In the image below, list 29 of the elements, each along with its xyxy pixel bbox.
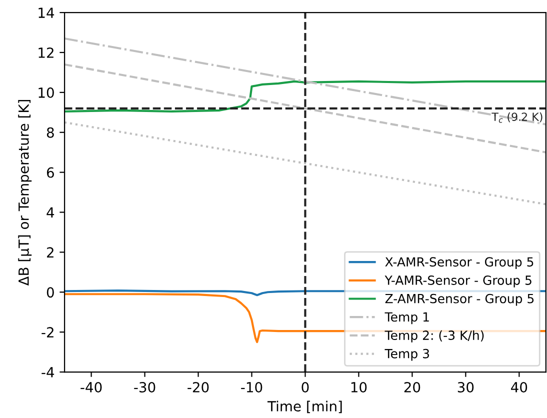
ref-line-label: T$_{c}$ (9.2 K) bbox=[492, 112, 542, 123]
x-tick-label: -10 bbox=[241, 382, 262, 392]
x-tick-label: 30 bbox=[458, 382, 474, 392]
x-axis-title: Time [min] bbox=[267, 400, 342, 414]
y-tick-label: -2 bbox=[42, 327, 54, 338]
line-series bbox=[64, 80, 546, 112]
x-tick-label: -20 bbox=[188, 382, 209, 392]
x-tick-label: -40 bbox=[80, 382, 102, 392]
x-tick-label: -30 bbox=[134, 382, 156, 392]
x-tick-label: 40 bbox=[511, 382, 528, 392]
y-tick-label: 6 bbox=[46, 167, 54, 178]
y-tick-label: 10 bbox=[38, 87, 54, 98]
x-tick-label: 0 bbox=[302, 382, 309, 392]
legend-label: Temp 3 bbox=[384, 348, 430, 361]
y-tick-label: -4 bbox=[42, 367, 54, 378]
y-tick-label: 0 bbox=[46, 287, 54, 298]
legend-label: Z-AMR-Sensor - Group 5 bbox=[385, 294, 534, 306]
legend-label: X-AMR-Sensor - Group 5 bbox=[385, 257, 534, 270]
y-tick-label: 12 bbox=[38, 47, 54, 58]
y-tick-label: 8 bbox=[46, 127, 54, 138]
x-tick-label: 10 bbox=[351, 382, 367, 392]
x-tick-label: 20 bbox=[404, 382, 420, 392]
y-tick-label: 2 bbox=[47, 247, 54, 258]
legend-label: Temp 1 bbox=[384, 312, 429, 324]
y-axis-title: ΔB [μT] or Temperature [K] bbox=[18, 100, 32, 286]
legend-label: Temp 2: (-3 K/h) bbox=[384, 330, 484, 342]
legend-label: Y-AMR-Sensor - Group 5 bbox=[384, 276, 532, 288]
y-tick-label: 4 bbox=[46, 207, 54, 218]
y-tick-label: 14 bbox=[38, 8, 54, 18]
